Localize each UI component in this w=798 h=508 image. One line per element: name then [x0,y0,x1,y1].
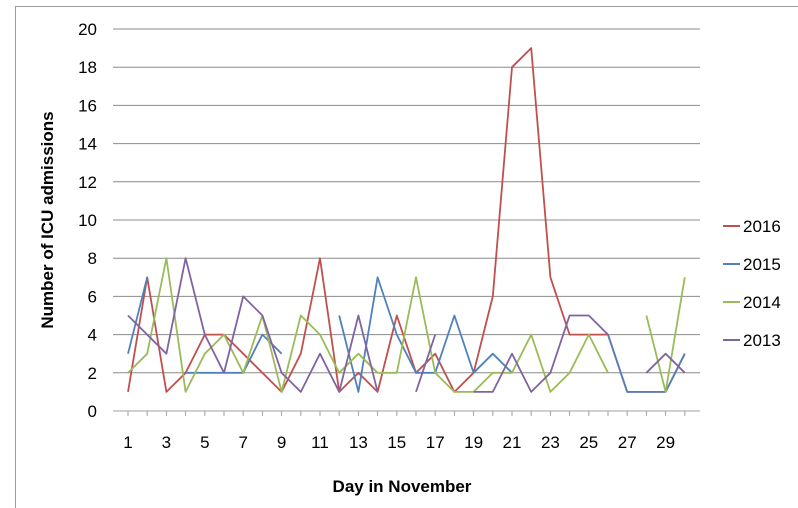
x-tick-label: 29 [656,433,675,452]
y-tick-label: 2 [88,364,97,383]
y-tick-label: 8 [88,249,97,268]
y-tick-label: 14 [78,135,97,154]
series-line-2015 [127,276,686,393]
x-tick-label: 27 [618,433,637,452]
series-line-2013 [127,257,686,393]
x-tick-label: 7 [238,433,247,452]
legend-label-2014: 2014 [743,293,781,312]
y-axis-ticks: 0 2 4 6 8 10 12 14 16 18 20 [78,20,97,421]
x-tick-label: 1 [123,433,132,452]
x-tick-label: 13 [349,433,368,452]
x-tick-label: 15 [387,433,406,452]
y-tick-label: 4 [88,326,97,345]
x-tick-label: 11 [311,433,329,452]
x-tick-label: 17 [426,433,445,452]
y-tick-label: 18 [78,58,97,77]
series-lines [127,47,686,393]
y-tick-label: 16 [78,96,97,115]
legend: 2016 2015 2014 2013 [723,217,781,350]
x-tick-label: 21 [503,433,522,452]
x-tick-label: 9 [277,433,286,452]
series-line-2016 [127,47,686,393]
y-tick-label: 6 [88,287,97,306]
x-tick-label: 25 [579,433,598,452]
legend-label-2016: 2016 [743,217,781,236]
chart-area [15,6,798,508]
x-tick-label: 5 [200,433,209,452]
series-line-2014 [127,257,686,393]
gridlines [113,28,700,412]
y-tick-label: 12 [78,173,97,192]
y-tick-label: 0 [88,402,97,421]
y-tick-label: 10 [78,211,97,230]
x-tick-label: 3 [162,433,171,452]
y-axis-title: Number of ICU admissions [38,111,57,328]
x-tick-label: 19 [464,433,483,452]
x-axis-title: Day in November [333,477,472,496]
x-axis-ticks: 1 3 5 7 9 11 13 15 17 19 21 23 25 27 29 [123,411,686,452]
x-tick-label: 23 [541,433,560,452]
legend-label-2015: 2015 [743,255,781,274]
y-tick-label: 20 [78,20,97,39]
legend-label-2013: 2013 [743,331,781,350]
